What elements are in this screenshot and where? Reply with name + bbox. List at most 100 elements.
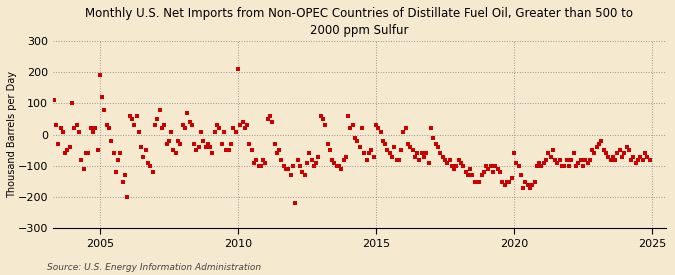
Point: [371, 123, 381, 128]
Point: [325, 148, 335, 152]
Point: [255, 164, 266, 168]
Point: [129, 123, 140, 128]
Point: [617, 154, 628, 159]
Point: [127, 117, 138, 121]
Point: [103, 126, 114, 131]
Point: [140, 148, 151, 152]
Point: [394, 158, 404, 162]
Point: [345, 126, 356, 131]
Point: [635, 154, 646, 159]
Point: [513, 164, 524, 168]
Point: [389, 145, 400, 149]
Point: [373, 126, 383, 131]
Point: [573, 161, 584, 165]
Point: [74, 129, 84, 134]
Point: [147, 170, 158, 174]
Point: [598, 148, 609, 152]
Point: [53, 142, 63, 146]
Point: [217, 142, 227, 146]
Point: [495, 170, 506, 174]
Point: [46, 115, 57, 120]
Point: [593, 142, 604, 146]
Point: [506, 176, 517, 181]
Point: [207, 151, 218, 156]
Point: [369, 154, 379, 159]
Point: [115, 151, 126, 156]
Point: [223, 148, 234, 152]
Point: [626, 158, 637, 162]
Point: [352, 139, 362, 143]
Point: [485, 164, 496, 168]
Point: [423, 161, 434, 165]
Point: [493, 167, 504, 171]
Point: [80, 151, 91, 156]
Point: [557, 164, 568, 168]
Point: [568, 151, 579, 156]
Point: [469, 179, 480, 184]
Point: [483, 167, 494, 171]
Point: [630, 161, 641, 165]
Point: [382, 148, 393, 152]
Point: [55, 126, 66, 131]
Point: [134, 129, 144, 134]
Point: [356, 126, 367, 131]
Point: [632, 158, 643, 162]
Title: Monthly U.S. Net Imports from Non-OPEC Countries of Distillate Fuel Oil, Greater: Monthly U.S. Net Imports from Non-OPEC C…: [85, 7, 633, 37]
Point: [377, 139, 388, 143]
Point: [456, 161, 466, 165]
Point: [310, 161, 321, 165]
Point: [624, 148, 634, 152]
Point: [329, 161, 340, 165]
Point: [529, 179, 540, 184]
Point: [410, 154, 421, 159]
Point: [258, 158, 269, 162]
Point: [306, 158, 317, 162]
Point: [281, 167, 292, 171]
Point: [168, 148, 179, 152]
Point: [57, 129, 68, 134]
Point: [106, 139, 117, 143]
Point: [608, 154, 618, 159]
Point: [72, 123, 82, 128]
Point: [111, 170, 122, 174]
Point: [49, 98, 59, 103]
Point: [614, 148, 625, 152]
Point: [375, 129, 386, 134]
Point: [387, 154, 398, 159]
Point: [248, 161, 259, 165]
Point: [262, 117, 273, 121]
Point: [610, 158, 620, 162]
Point: [391, 158, 402, 162]
Point: [400, 126, 411, 131]
Point: [331, 164, 342, 168]
Point: [467, 173, 478, 177]
Point: [170, 151, 181, 156]
Point: [124, 114, 135, 118]
Point: [60, 151, 71, 156]
Point: [122, 195, 133, 199]
Point: [426, 126, 437, 131]
Point: [180, 126, 190, 131]
Point: [225, 142, 236, 146]
Point: [538, 161, 549, 165]
Point: [518, 186, 529, 190]
Point: [155, 108, 165, 112]
Point: [508, 151, 519, 156]
Point: [497, 179, 508, 184]
Point: [637, 158, 648, 162]
Point: [227, 126, 238, 131]
Point: [547, 148, 558, 152]
Point: [108, 151, 119, 156]
Point: [642, 154, 653, 159]
Point: [184, 120, 195, 124]
Point: [286, 173, 296, 177]
Point: [113, 158, 124, 162]
Point: [253, 164, 264, 168]
Point: [421, 151, 432, 156]
Point: [516, 173, 526, 177]
Point: [645, 158, 655, 162]
Point: [99, 108, 110, 112]
Point: [92, 148, 103, 152]
Point: [209, 129, 220, 134]
Point: [85, 126, 96, 131]
